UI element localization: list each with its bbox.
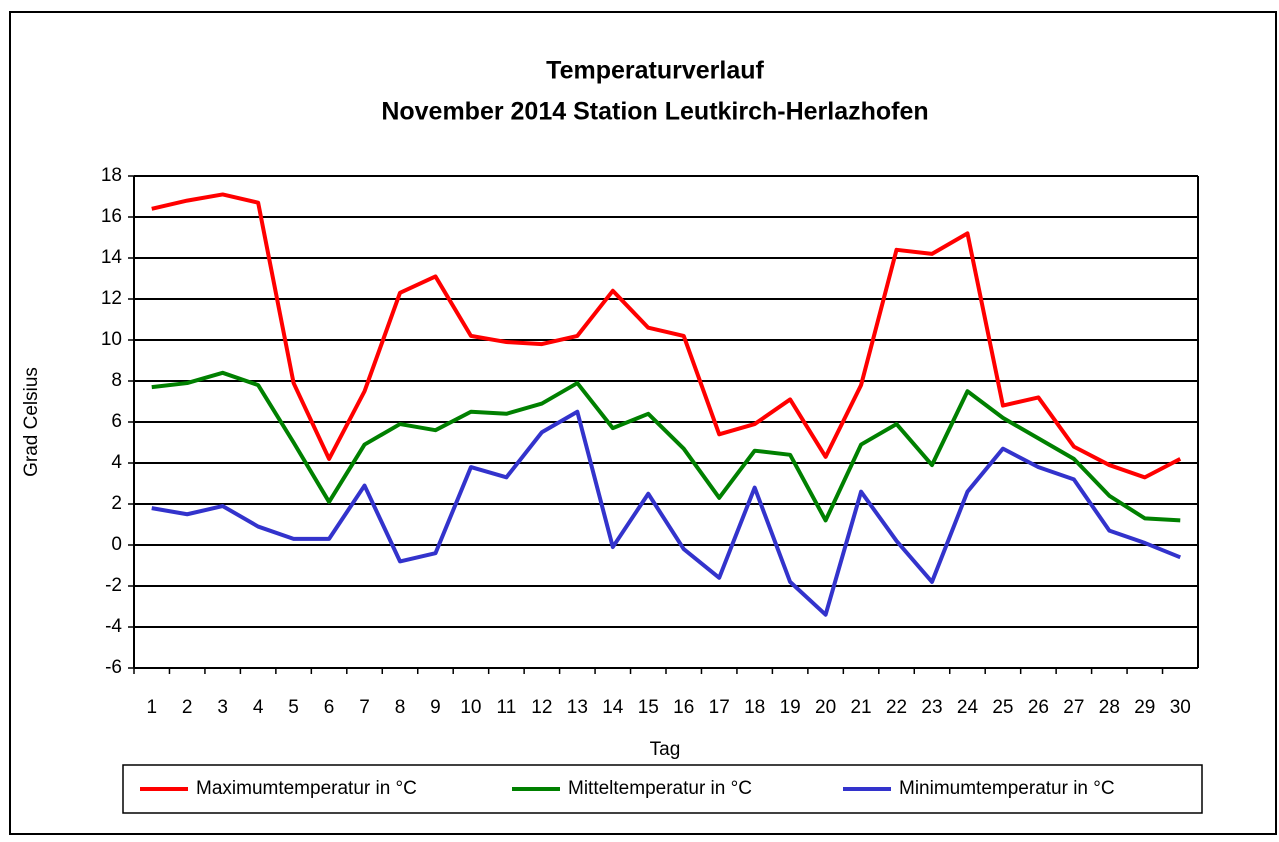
x-tick-label: 3 bbox=[217, 697, 228, 718]
x-tick-label: 16 bbox=[673, 697, 694, 718]
y-tick-label: 2 bbox=[111, 493, 122, 514]
x-tick-label: 11 bbox=[497, 697, 517, 718]
x-tick-label: 2 bbox=[182, 697, 193, 718]
series-line bbox=[151, 370, 1181, 523]
x-tick-label: 21 bbox=[850, 697, 871, 718]
x-tick-label: 9 bbox=[430, 697, 441, 718]
y-tick-label: 12 bbox=[101, 288, 122, 309]
x-tick-label: 27 bbox=[1063, 697, 1084, 718]
y-axis-label: Grad Celsius bbox=[21, 367, 42, 477]
y-tick-label: -4 bbox=[105, 616, 122, 637]
y-tick-label: 0 bbox=[111, 534, 122, 555]
y-tick-label: 16 bbox=[101, 206, 122, 227]
legend-label: Maximumtemperatur in °C bbox=[196, 778, 417, 799]
x-tick-label: 24 bbox=[957, 697, 979, 718]
y-tick-label: -2 bbox=[105, 575, 122, 596]
x-tick-label: 14 bbox=[602, 697, 624, 718]
x-tick-label: 12 bbox=[531, 697, 552, 718]
x-tick-label: 1 bbox=[146, 697, 157, 718]
legend-label: Minimumtemperatur in °C bbox=[899, 778, 1115, 799]
x-tick-label: 19 bbox=[780, 697, 801, 718]
x-tick-label: 18 bbox=[744, 697, 765, 718]
legend-box bbox=[122, 764, 1203, 814]
x-tick-label: 30 bbox=[1170, 697, 1191, 718]
x-tick-label: 4 bbox=[253, 697, 264, 718]
x-tick-label: 28 bbox=[1099, 697, 1120, 718]
x-axis-label: Tag bbox=[650, 739, 681, 760]
x-tick-label: 29 bbox=[1134, 697, 1155, 718]
x-tick-label: 22 bbox=[886, 697, 907, 718]
y-tick-label: -6 bbox=[105, 657, 122, 678]
y-tick-label: 6 bbox=[111, 411, 122, 432]
x-tick-label: 15 bbox=[638, 697, 659, 718]
x-tick-label: 17 bbox=[709, 697, 730, 718]
x-tick-label: 25 bbox=[992, 697, 1013, 718]
series-line bbox=[151, 192, 1182, 480]
x-tick-label: 7 bbox=[359, 697, 370, 718]
y-tick-label: 10 bbox=[101, 329, 122, 350]
y-tick-label: 8 bbox=[111, 370, 122, 391]
chart-title: Temperaturverlauf bbox=[546, 57, 764, 85]
x-tick-label: 26 bbox=[1028, 697, 1049, 718]
series-line bbox=[151, 409, 1182, 617]
x-tick-label: 20 bbox=[815, 697, 836, 718]
chart-subtitle: November 2014 Station Leutkirch-Herlazho… bbox=[381, 98, 928, 126]
x-tick-label: 13 bbox=[567, 697, 588, 718]
y-tick-label: 14 bbox=[101, 247, 123, 268]
x-tick-label: 5 bbox=[288, 697, 299, 718]
y-tick-label: 18 bbox=[101, 165, 122, 186]
x-tick-label: 6 bbox=[324, 697, 335, 718]
legend-label: Mitteltemperatur in °C bbox=[568, 778, 752, 799]
x-tick-label: 23 bbox=[921, 697, 942, 718]
y-tick-label: 4 bbox=[111, 452, 122, 473]
x-tick-label: 10 bbox=[460, 697, 481, 718]
x-tick-label: 8 bbox=[395, 697, 406, 718]
